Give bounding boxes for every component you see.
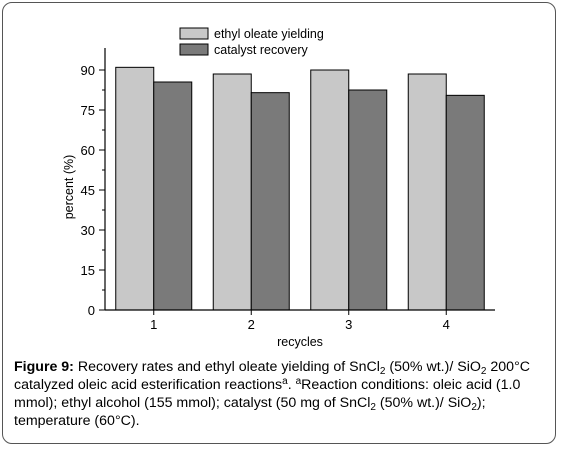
bar [310, 69, 350, 311]
legend-swatch [179, 43, 209, 56]
bar [407, 73, 447, 311]
caption-subscript: 2 [471, 402, 477, 413]
bar [115, 66, 155, 311]
caption-subscript: 2 [480, 366, 487, 377]
x-axis-label: recycles [277, 335, 323, 349]
legend-label: ethyl oleate yielding [214, 27, 324, 41]
y-tick-label: 90 [81, 63, 95, 78]
bar [445, 94, 485, 311]
bar [153, 81, 193, 311]
y-tick-label: 45 [81, 183, 95, 198]
x-tick-label: 1 [150, 317, 157, 332]
y-axis-label: percent (%) [62, 155, 76, 220]
bar [212, 73, 252, 311]
caption-superscript: a [282, 376, 288, 387]
x-tick-label: 2 [248, 317, 255, 332]
caption-text: (50% wt.)/ SiO [385, 359, 481, 375]
legend-swatch [179, 27, 209, 40]
caption-text: . [287, 377, 296, 393]
y-tick-label: 60 [81, 143, 95, 158]
bar [250, 92, 290, 311]
legend-label: catalyst recovery [214, 43, 309, 57]
caption-text: 200°C catalyzed oleic acid esterificatio… [14, 359, 530, 393]
y-tick-label: 15 [81, 263, 95, 278]
y-tick-label: 30 [81, 223, 95, 238]
caption-subscript: 2 [379, 366, 386, 377]
bar [348, 89, 388, 311]
caption-text: Reaction conditions: oleic acid (1.0 mmo… [14, 377, 521, 411]
caption-subscript: 2 [370, 402, 376, 413]
x-tick-label: 3 [345, 317, 352, 332]
bar-chart: 1 2 3 4 0 15 30 45 60 75 90 recycles percent (%) ethy… [62, 27, 495, 349]
figure-caption: Figure 9: Recovery rates and ethyl oleat… [14, 358, 548, 430]
caption-label: Figure 9: [14, 359, 74, 375]
caption-superscript: a [295, 376, 302, 387]
y-tick-label: 75 [81, 103, 95, 118]
x-tick-label: 4 [443, 317, 450, 332]
caption-text: ); temperature (60°C). [14, 395, 486, 429]
caption-text: (50% wt.)/ SiO [375, 395, 472, 411]
y-tick-label: 0 [88, 303, 95, 318]
caption-text: Recovery rates and ethyl oleate yielding… [73, 359, 380, 375]
